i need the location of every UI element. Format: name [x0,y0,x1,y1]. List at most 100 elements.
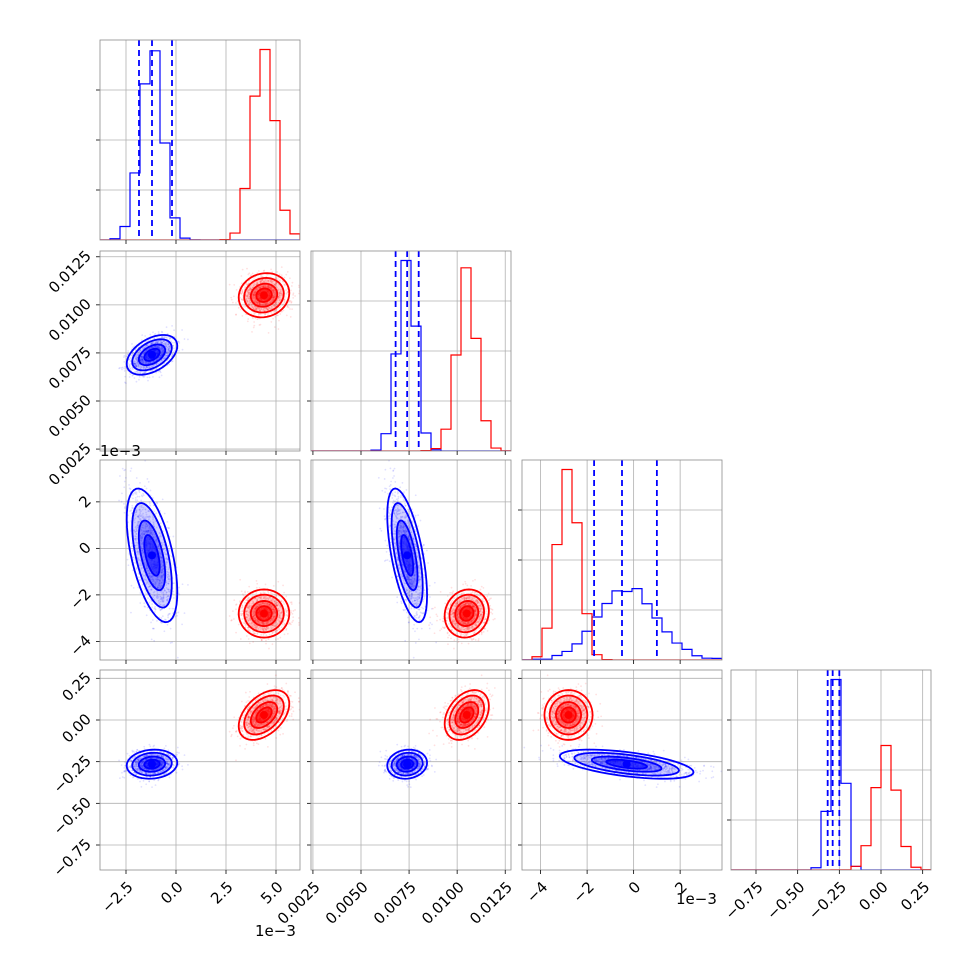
scatter-point [258,309,261,312]
scatter-point [143,351,146,354]
scatter-point [156,341,158,344]
scatter-point [165,352,168,355]
scatter-point [279,636,282,639]
scatter-point [270,288,273,291]
scatter-point [289,609,292,612]
scatter-point [165,354,168,357]
scatter-point [280,274,283,277]
scatter-point [129,360,132,363]
scatter-point [133,362,136,364]
scatter-point [272,296,275,299]
scatter-point [263,286,266,288]
scatter-point [275,308,278,311]
scatter-point [139,367,142,370]
scatter-point [276,299,279,302]
scatter-point [123,480,126,483]
scatter-point [156,340,159,343]
scatter-point [260,279,263,282]
scatter-point [277,306,280,309]
scatter-point [256,281,259,284]
scatter-point [160,347,163,350]
scatter-point [253,293,256,296]
scatter-point [253,297,256,300]
scatter-point [252,293,255,296]
scatter-point [142,348,144,351]
scatter-point [156,346,159,349]
scatter-point [241,268,244,271]
scatter-point [160,349,163,351]
scatter-point [141,356,144,359]
scatter-point [167,353,170,355]
scatter-point [289,316,292,318]
scatter-point [129,367,132,370]
scatter-point [249,287,252,290]
scatter-point [252,294,255,297]
scatter-point [269,286,272,289]
scatter-point [258,303,261,306]
scatter-point [171,360,174,363]
scatter-point [258,324,261,326]
scatter-point [270,308,272,310]
scatter-point [268,287,271,289]
scatter-point [144,605,147,608]
scatter-point [133,362,136,365]
scatter-point [245,295,248,297]
panel-p0-p0 [96,39,301,244]
scatter-point [286,632,289,635]
scatter-point [124,375,127,378]
scatter-point [121,366,124,369]
scatter-point [247,302,250,305]
scatter-point [253,276,255,279]
scatter-point [140,358,143,361]
scatter-point [259,309,262,312]
scatter-point [291,612,294,615]
scatter-point [154,346,157,349]
scatter-point [256,307,259,310]
scatter-point [137,364,140,367]
scatter-point [246,320,249,323]
scatter-point [157,362,160,365]
scatter-point [254,288,257,291]
scatter-point [259,280,262,283]
scatter-point [134,364,137,367]
scatter-point [285,289,287,292]
scatter-point [128,363,131,366]
scatter-point [235,289,238,291]
scatter-point [267,285,269,288]
scatter-point [255,307,258,310]
scatter-point [271,289,274,291]
scatter-point [252,306,255,309]
scatter-point [160,347,163,350]
scatter-point [264,307,267,310]
scatter-point [254,293,256,295]
scatter-point [270,307,273,310]
scatter-point [165,354,168,357]
scatter-point [262,303,265,306]
scatter-point [118,499,120,502]
scatter-point [274,283,277,286]
scatter-point [251,293,254,296]
scatter-point [273,292,276,294]
scatter-point [147,362,149,365]
scatter-point [253,292,256,295]
scatter-point [252,293,255,296]
scatter-point [283,633,286,636]
scatter-point [249,287,252,290]
scatter-point [154,346,157,349]
scatter-point [160,354,162,357]
scatter-point [138,366,141,369]
scatter-point [136,357,138,360]
scatter-point [271,305,273,308]
scatter-point [144,370,147,373]
scatter-point [136,364,138,367]
scatter-point [254,301,257,304]
scatter-point [138,375,141,378]
scatter-point [140,366,143,369]
scatter-point [291,308,294,311]
scatter-point [256,301,259,304]
scatter-point [248,288,251,291]
scatter-point [275,303,278,306]
scatter-point [278,299,281,302]
scatter-point [272,299,275,301]
scatter-point [135,365,138,368]
